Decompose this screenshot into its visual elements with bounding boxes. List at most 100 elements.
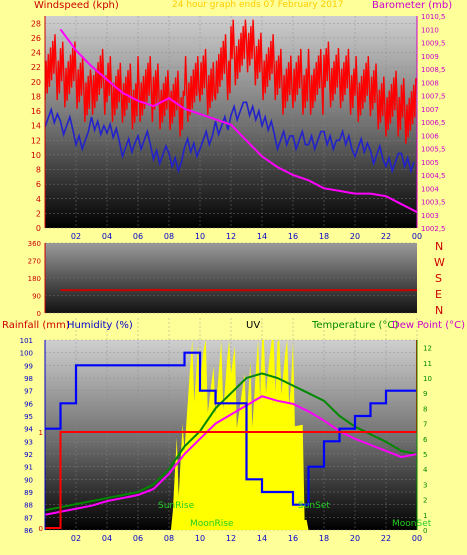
windspeed-tick-label: 10 (31, 151, 41, 160)
top-time-tick-label: 06 (133, 232, 143, 241)
humidity-tick-label: 100 (20, 350, 33, 358)
humidity-tick-label: 98 (24, 375, 33, 383)
humidity-tick-label: 97 (24, 388, 33, 396)
windspeed-tick-label: 22 (31, 63, 41, 72)
direction-tick-label: 270 (28, 258, 41, 266)
top-time-tick-label: 00 (412, 232, 422, 241)
barometer-tick-label: 1007 (421, 106, 439, 114)
dewpoint-line (45, 395, 417, 516)
uv-area (45, 340, 417, 530)
humidity-tick-label: 92 (24, 451, 33, 459)
windspeed-tick-label: 18 (31, 92, 41, 101)
direction-tick-label: 90 (32, 293, 41, 301)
top-time-tick-label: 20 (350, 232, 360, 241)
temperature-tick-label: 3 (423, 481, 427, 489)
windspeed-tick-label: 0 (36, 224, 41, 233)
windspeed-tick-label: 8 (36, 166, 41, 175)
sunset-label: SunSet (298, 501, 330, 511)
top-time-tick-label: 12 (226, 232, 236, 241)
bottom-time-tick-label: 22 (381, 534, 391, 543)
gust-line (45, 19, 417, 144)
temperature-tick-label: 2 (423, 497, 427, 505)
chart-title: 24 hour graph ends 07 February 2017 (172, 0, 344, 10)
compass-w: W (434, 256, 445, 269)
barometer-tick-label: 1004 (421, 185, 439, 193)
windspeed-tick-label: 6 (36, 180, 41, 189)
humidity-tick-label: 87 (24, 514, 33, 522)
temperature-tick-label: 4 (423, 466, 428, 474)
top-time-tick-label: 02 (71, 232, 81, 241)
windspeed-tick-label: 24 (31, 49, 41, 58)
barometer-tick-label: 1009 (421, 53, 439, 61)
rainfall-axis-label: Rainfall (mm) (2, 320, 70, 331)
top-time-tick-label: 14 (257, 232, 267, 241)
temperature-tick-label: 10 (423, 375, 432, 383)
humidity-tick-label: 89 (24, 489, 33, 497)
bottom-time-tick-label: 16 (288, 534, 298, 543)
barometer-tick-label: 1006,5 (421, 119, 446, 127)
windspeed-tick-label: 14 (31, 122, 41, 131)
barometer-tick-label: 1006 (421, 132, 439, 140)
barometer-tick-label: 1005 (421, 159, 439, 167)
temperature-tick-label: 11 (423, 360, 432, 368)
bottom-time-tick-label: 20 (350, 534, 360, 543)
moonset-label: MoonSet (392, 519, 432, 529)
barometer-tick-label: 1002,5 (421, 225, 446, 233)
bottom-time-tick-label: 12 (226, 534, 236, 543)
top-time-tick-label: 22 (381, 232, 391, 241)
top-time-tick-label: 10 (195, 232, 205, 241)
temperature-tick-label: 0 (423, 527, 427, 535)
barometer-tick-label: 1010,5 (421, 13, 446, 21)
humidity-tick-label: 91 (24, 464, 33, 472)
top-time-tick-label: 08 (164, 232, 174, 241)
temperature-tick-label: 12 (423, 345, 432, 353)
barometer-line (59, 28, 417, 213)
rain-tick-label: 1 (39, 429, 43, 437)
humidity-tick-label: 86 (24, 527, 33, 535)
humidity-tick-label: 101 (20, 337, 33, 345)
humidity-tick-label: 88 (24, 502, 33, 510)
bottom-time-tick-label: 06 (133, 534, 143, 543)
bottom-time-tick-label: 08 (164, 534, 174, 543)
windspeed-line (45, 101, 415, 174)
bottom-time-tick-label: 02 (71, 534, 81, 543)
top-time-tick-label: 18 (319, 232, 329, 241)
temperature-axis-label: Temperature (°C) (312, 320, 399, 331)
rain-tick-label: 0 (39, 525, 43, 533)
direction-tick-label: 180 (28, 275, 41, 283)
bottom-time-tick-label: 10 (195, 534, 205, 543)
humidity-tick-label: 99 (24, 362, 33, 370)
compass-n-top: N (435, 240, 444, 253)
barometer-tick-label: 1008,5 (421, 66, 446, 74)
barometer-tick-label: 1010 (421, 26, 439, 34)
direction-tick-label: 360 (28, 240, 41, 248)
dewpoint-axis-label: Dew Point (°C) (392, 320, 466, 331)
barometer-tick-label: 1003,5 (421, 199, 446, 207)
bottom-time-tick-label: 04 (102, 534, 112, 543)
windspeed-tick-label: 16 (31, 107, 41, 116)
barometer-tick-label: 1005,5 (421, 146, 446, 154)
temperature-tick-label: 8 (423, 405, 427, 413)
bottom-time-tick-label: 14 (257, 534, 267, 543)
humidity-tick-label: 95 (24, 413, 33, 421)
barometer-tick-label: 1008 (421, 79, 439, 87)
top-time-tick-label: 16 (288, 232, 298, 241)
compass-n-bottom: N (435, 304, 444, 317)
bottom-time-tick-label: 00 (412, 534, 422, 543)
temperature-tick-label: 6 (423, 436, 428, 444)
direction-tick-label: 0 (37, 310, 41, 318)
temperature-tick-label: 1 (423, 512, 427, 520)
rainfall-line (45, 340, 417, 529)
windspeed-tick-label: 12 (31, 136, 41, 145)
humidity-tick-label: 90 (24, 476, 33, 484)
windspeed-tick-label: 2 (36, 209, 41, 218)
compass-e: E (435, 288, 442, 301)
windspeed-tick-label: 28 (31, 19, 41, 28)
barometer-axis-label: Barometer (mb) (372, 0, 453, 11)
temperature-tick-label: 9 (423, 390, 427, 398)
barometer-tick-label: 1003 (421, 212, 439, 220)
humidity-tick-label: 94 (24, 426, 33, 434)
compass-s: S (435, 272, 442, 285)
temperature-tick-label: 7 (423, 421, 427, 429)
